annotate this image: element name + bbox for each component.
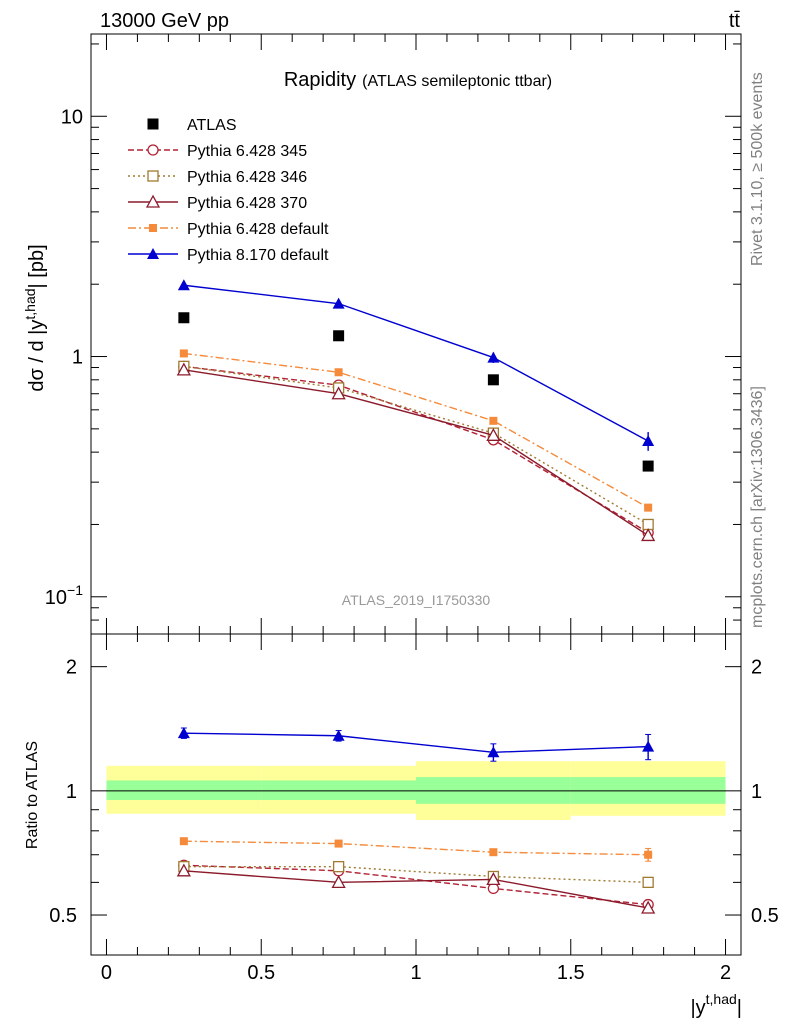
series-ratio-line [183, 864, 649, 906]
marker-open-circle [147, 144, 159, 156]
x-tick-label: 2 [720, 962, 731, 984]
legend-label: Pythia 6.428 345 [187, 143, 307, 160]
marker-filled-square [179, 837, 188, 846]
marker-open-square [147, 170, 159, 182]
main-y-tick-label: 1 [72, 347, 83, 369]
marker-filled-triangle [147, 248, 159, 259]
marker-filled-square [489, 848, 498, 857]
rivet-label: Rivet 3.1.10, ≥ 500k events [749, 72, 766, 266]
marker-filled-triangle [487, 351, 500, 363]
x-axis-label: |yt,had| [690, 991, 742, 1019]
data-point [178, 312, 190, 324]
series-ratio-line [183, 732, 649, 754]
series-line [183, 369, 649, 537]
ratio-y-tick-label-left: 1 [66, 781, 77, 803]
ratio-band-green [106, 780, 262, 801]
marker-open-triangle [176, 863, 191, 877]
data-point [147, 118, 159, 130]
marker-filled-square [149, 224, 157, 232]
series-line [183, 365, 649, 526]
marker-open-square [642, 518, 654, 531]
legend: ATLAS Pythia 6.428 345 Pythia 6.428 346 Pyt… [128, 117, 329, 264]
ratio-band-green [261, 780, 416, 801]
marker-filled-square [489, 416, 498, 425]
marker-filled-square [644, 850, 653, 859]
marker-filled-triangle [332, 297, 345, 309]
legend-label: ATLAS [187, 117, 237, 134]
analysis-watermark: ATLAS_2019_I1750330 [342, 592, 491, 608]
data-point [642, 460, 654, 472]
legend-label: Pythia 6.428 370 [187, 195, 307, 212]
marker-filled-triangle [332, 729, 345, 741]
marker-filled-triangle [642, 740, 655, 752]
marker-open-square [332, 860, 345, 873]
marker-filled-triangle [177, 279, 190, 291]
x-tick-label: 1 [410, 962, 421, 984]
series-line [183, 365, 649, 534]
x-tick-label: 0 [101, 962, 112, 984]
series-ratio-line [183, 865, 649, 884]
marker-open-triangle [331, 386, 346, 400]
marker-open-triangle [486, 872, 501, 886]
marker-filled-square [644, 503, 653, 512]
x-tick-label: 1.5 [557, 962, 585, 984]
marker-filled-triangle [487, 746, 500, 758]
main-panel: 10−1 1 10 [45, 33, 742, 635]
marker-open-triangle [331, 875, 346, 889]
marker-filled-square [334, 839, 343, 848]
marker-open-triangle [176, 362, 191, 376]
marker-filled-triangle [642, 435, 655, 447]
series-line [183, 284, 649, 442]
series-ratio-line [183, 840, 649, 856]
ratio-y-tick-label-left: 0.5 [49, 905, 77, 927]
mcplots-label: mcplots.cern.ch [arXiv:1306.3436] [749, 386, 766, 628]
legend-label: Pythia 6.428 default [187, 221, 329, 238]
main-ylabel: dσ / d |yt,had| [pb] [22, 244, 48, 391]
ratio-panel: 0.5 0.5 1 1 2 2 0 0.5 1 1.5 2 [49, 633, 779, 984]
data-point [333, 330, 345, 342]
legend-label: Pythia 6.428 346 [187, 169, 307, 186]
marker-open-square [642, 876, 654, 889]
legend-label: Pythia 8.170 default [187, 247, 329, 264]
header-left: 13000 GeV pp [100, 10, 229, 32]
ratio-y-tick-label-right: 1 [751, 781, 762, 803]
ratio-y-tick-label-left: 2 [66, 657, 77, 679]
marker-open-triangle [145, 194, 161, 208]
main-y-tick-label: 10−1 [45, 582, 83, 609]
plot-title: Rapidity (ATLAS semileptonic ttbar) [284, 69, 552, 91]
ratio-ylabel: Ratio to ATLAS [24, 741, 41, 849]
data-point [487, 374, 499, 386]
marker-open-triangle [486, 427, 501, 441]
main-y-tick-label: 10 [61, 106, 83, 128]
marker-filled-triangle [177, 727, 190, 739]
series-line [183, 352, 649, 509]
marker-filled-square [334, 368, 343, 377]
series-ratio-line [183, 870, 649, 909]
marker-open-triangle [641, 528, 656, 542]
ratio-y-tick-label-right: 0.5 [751, 905, 779, 927]
x-tick-label: 0.5 [247, 962, 275, 984]
ratio-y-tick-label-right: 2 [751, 657, 762, 679]
marker-open-triangle [641, 900, 656, 914]
marker-filled-square [179, 349, 188, 358]
header-right: tt̄ [729, 10, 741, 32]
